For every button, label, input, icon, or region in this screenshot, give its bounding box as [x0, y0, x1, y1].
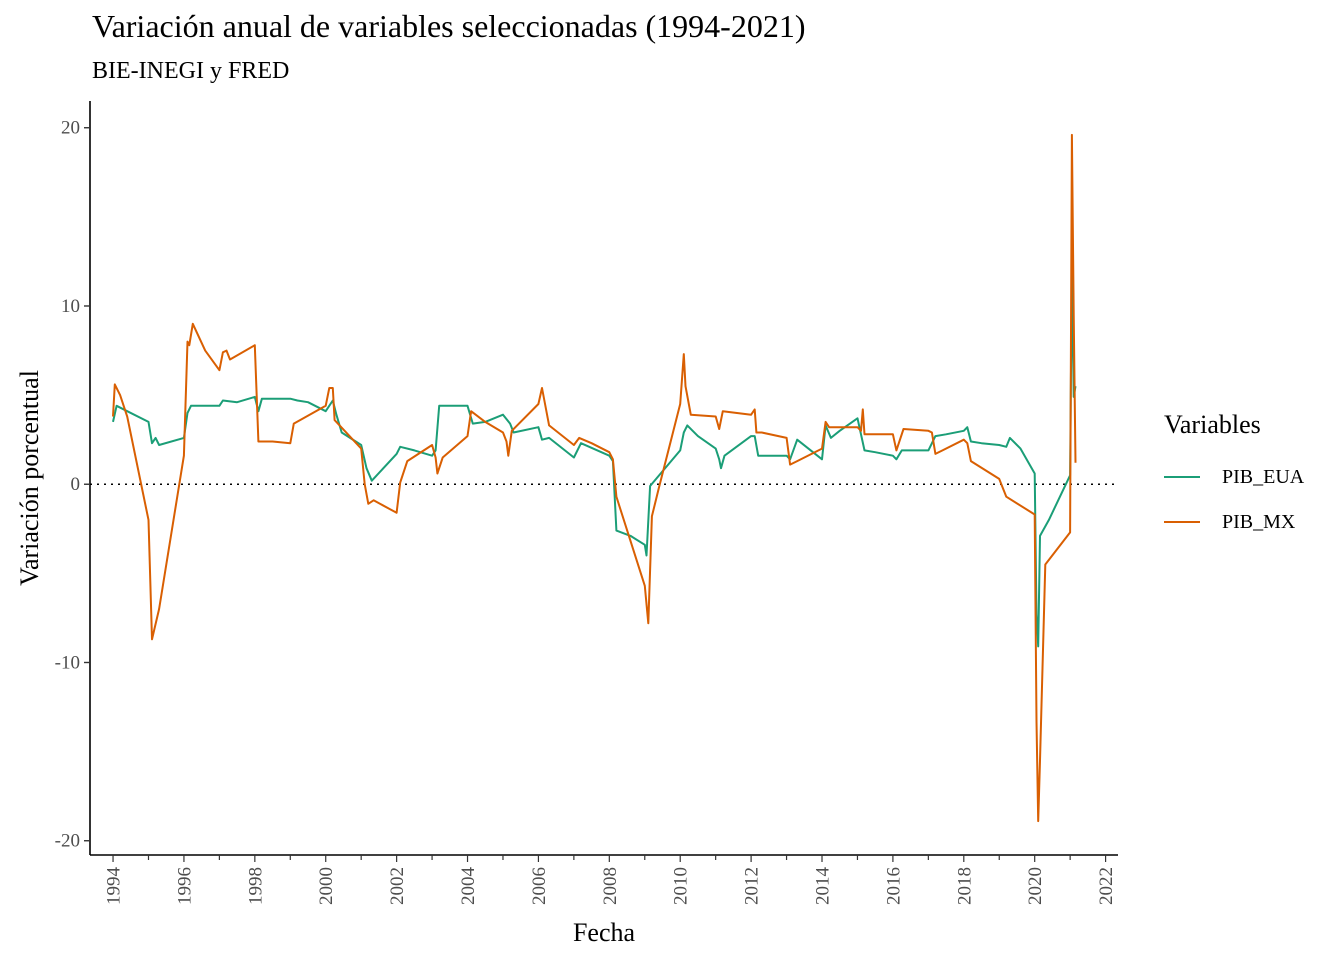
legend-key-pib-eua: [1164, 476, 1200, 478]
x-tick-label: 2002: [387, 867, 408, 905]
y-axis-label: Variación porcentual: [15, 370, 44, 586]
y-tick-label: -20: [55, 831, 80, 852]
x-tick-label: 1996: [174, 867, 195, 905]
series-line-pib-mx: [112, 133, 1077, 823]
legend-key-pib-mx: [1164, 521, 1200, 523]
chart-subtitle: BIE-INEGI y FRED: [92, 58, 290, 84]
chart-title: Variación anual de variables seleccionad…: [92, 8, 806, 44]
x-tick-label: 2018: [954, 867, 975, 905]
y-tick-label: 10: [61, 296, 80, 317]
x-axis-label: Fecha: [573, 918, 636, 947]
x-tick-label: 2008: [600, 867, 621, 905]
x-tick-label: 2006: [529, 867, 550, 905]
legend-item-pib-mx: PIB_MX: [1164, 507, 1295, 537]
series-line-pib-eua: [112, 265, 1077, 648]
y-tick-label: 20: [61, 118, 80, 139]
legend-label-pib-eua: PIB_EUA: [1222, 465, 1305, 488]
y-tick-label: 0: [71, 474, 81, 495]
x-tick-label: 2012: [742, 867, 763, 905]
legend-title: Variables: [1164, 410, 1261, 439]
x-tick-label: 1998: [245, 867, 266, 905]
x-tick-label: 1994: [104, 867, 125, 906]
x-tick-label: 2010: [671, 867, 692, 905]
y-tick-label: -10: [55, 652, 80, 673]
x-tick-label: 2004: [458, 867, 479, 906]
x-tick-label: 2016: [883, 867, 904, 905]
legend-item-pib-eua: PIB_EUA: [1164, 462, 1304, 492]
x-tick-label: 2022: [1096, 867, 1117, 905]
x-tick-label: 2020: [1025, 867, 1046, 905]
legend-label-pib-mx: PIB_MX: [1222, 510, 1296, 533]
x-tick-label: 2000: [316, 867, 337, 905]
x-tick-label: 2014: [813, 867, 834, 906]
